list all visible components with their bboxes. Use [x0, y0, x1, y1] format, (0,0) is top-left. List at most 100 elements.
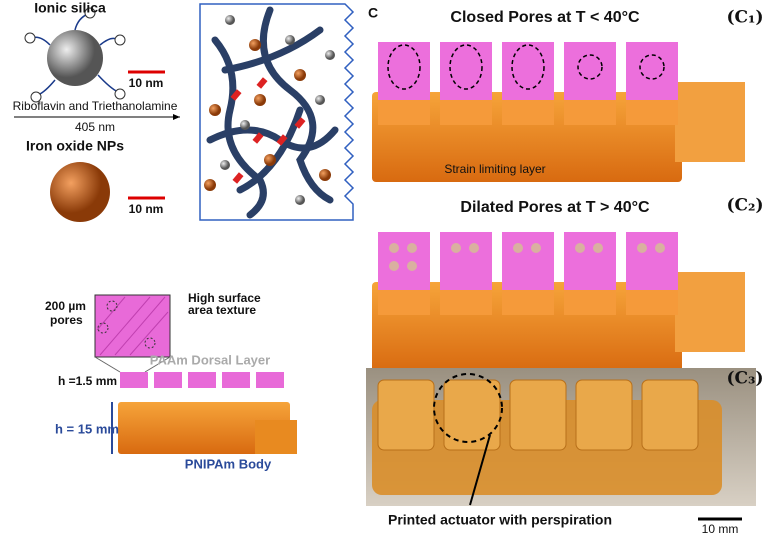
photo-blocks	[377, 379, 699, 451]
arrow-head	[173, 114, 180, 120]
photo-block	[509, 379, 567, 451]
block	[440, 42, 492, 102]
silica-ball	[240, 120, 250, 130]
polymer-network	[206, 6, 339, 219]
pore	[531, 243, 541, 253]
iron-ball	[209, 104, 221, 116]
pointer	[469, 434, 491, 506]
block	[378, 42, 430, 102]
scale-label: 10 nm	[129, 76, 164, 90]
label: Iron oxide NPs	[26, 138, 124, 154]
block-base	[502, 100, 554, 125]
closed-pore	[511, 44, 545, 90]
wavelength: 405 nm	[75, 120, 115, 134]
pore	[513, 243, 523, 253]
iron-ball	[294, 69, 306, 81]
iron-ball	[249, 39, 261, 51]
reagents: Riboflavin and Triethanolamine	[13, 99, 178, 113]
c3-tag: (C₃)	[726, 369, 763, 389]
pores-label: pores	[50, 313, 83, 327]
block	[564, 42, 616, 102]
block	[502, 42, 554, 102]
crosslink	[276, 134, 288, 146]
dorsal-height: h =1.5 mm	[58, 374, 117, 388]
actuator-closed	[372, 42, 745, 182]
crosslink	[256, 77, 268, 89]
pore	[655, 243, 665, 253]
dorsal-block	[188, 372, 216, 388]
pore	[407, 261, 417, 271]
tail	[675, 82, 745, 162]
block-base	[378, 100, 430, 125]
panel-a: 10 nm Ionic silica Riboflavin and Trieth…	[13, 0, 355, 222]
body-height: h = 15 mm	[55, 421, 119, 436]
photo-block	[443, 379, 501, 451]
dorsal-block	[120, 372, 148, 388]
dorsal-block	[154, 372, 182, 388]
body	[118, 402, 290, 454]
silica-ball	[225, 15, 235, 25]
strain-label: Strain limiting layer	[444, 162, 545, 176]
block-base	[626, 290, 678, 315]
highlight	[433, 373, 503, 443]
pores-label: 200 µm	[45, 299, 86, 313]
panel-label: C	[368, 5, 378, 21]
body-tail	[255, 420, 297, 454]
charges	[24, 7, 126, 103]
crosslinks	[230, 77, 306, 184]
dorsal-blocks	[120, 372, 284, 388]
body-label: PNIPAm Body	[185, 456, 272, 471]
block	[440, 232, 492, 292]
dorsal-block	[222, 372, 250, 388]
network-panel	[199, 3, 355, 221]
scale-label: 10 nm	[129, 202, 164, 216]
silica-ball	[285, 35, 295, 45]
silica-ball	[220, 160, 230, 170]
iron-particle	[50, 162, 110, 222]
block	[564, 232, 616, 292]
pore	[451, 243, 461, 253]
pore	[389, 261, 399, 271]
panel-c: C Closed Pores at T < 40°C (C₁) Strain l…	[366, 5, 764, 536]
silica-ball	[315, 95, 325, 105]
photo-block	[377, 379, 435, 451]
closed-pore	[639, 54, 665, 80]
c1-tag: (C₁)	[726, 8, 763, 28]
iron-ball	[319, 169, 331, 181]
pore	[469, 243, 479, 253]
c2-title: Dilated Pores at T > 40°C	[460, 199, 650, 216]
block	[378, 232, 430, 292]
texture-label: High surface	[188, 291, 261, 305]
pore	[575, 243, 585, 253]
silica-ball	[325, 50, 335, 60]
block-base	[440, 290, 492, 315]
pores	[97, 300, 156, 349]
pore	[593, 243, 603, 253]
iron-ball	[204, 179, 216, 191]
crosslink	[252, 132, 264, 144]
closed-pore	[449, 44, 483, 90]
label: Ionic silica	[34, 0, 106, 16]
block	[626, 42, 678, 102]
crosslink	[232, 172, 244, 184]
pore	[389, 243, 399, 253]
c1-title: Closed Pores at T < 40°C	[450, 9, 640, 26]
tail	[675, 272, 745, 352]
closed-pore	[387, 44, 421, 90]
actuator-dilated	[372, 232, 745, 372]
scale-label: 10 mm	[702, 522, 739, 536]
dorsal-label: PAAm Dorsal Layer	[150, 352, 270, 367]
block-base	[440, 100, 492, 125]
dorsal-block	[256, 372, 284, 388]
block-base	[378, 290, 430, 315]
photo-block	[575, 379, 633, 451]
photo-block	[641, 379, 699, 451]
pore	[637, 243, 647, 253]
block-base	[502, 290, 554, 315]
crosslink	[230, 89, 242, 101]
silica-ball	[295, 195, 305, 205]
texture-lines	[96, 296, 169, 356]
block	[626, 232, 678, 292]
texture-label: area texture	[188, 303, 256, 317]
